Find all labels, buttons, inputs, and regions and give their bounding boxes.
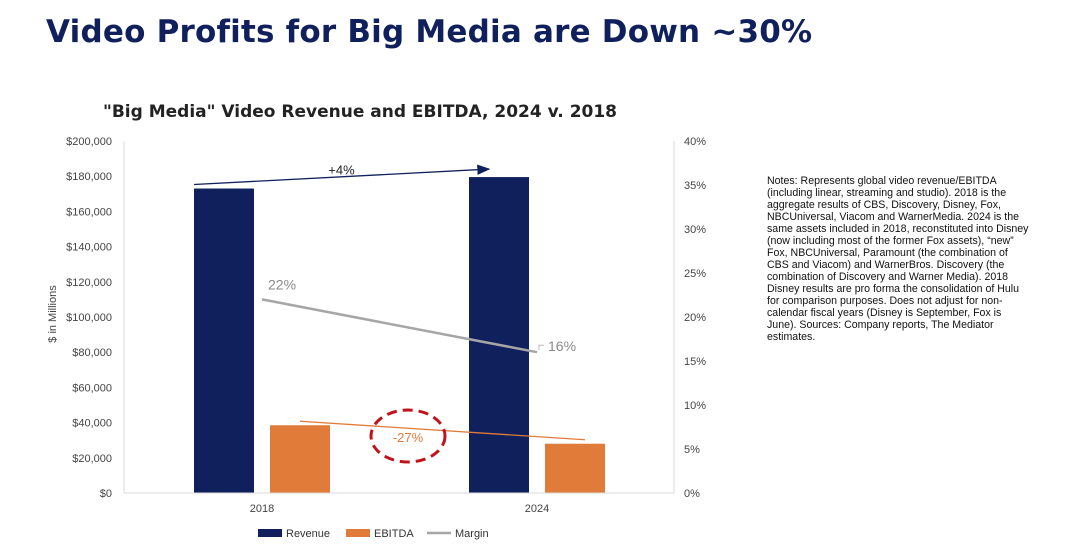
y-tick-label: $180,000 [66, 171, 112, 183]
ebitda-bar-2024 [545, 443, 605, 493]
margin-label-2018: 22% [268, 276, 296, 292]
legend-swatch-ebitda [346, 529, 370, 537]
x-tick-label: 2018 [250, 503, 274, 515]
y-tick-label: $200,000 [66, 136, 112, 148]
revenue-bar-2024 [469, 177, 529, 493]
revenue-change-arrow [193, 164, 491, 186]
ebitda-change-label: -27% [393, 430, 424, 445]
y2-tick-label: 15% [684, 356, 706, 368]
y-tick-label: $120,000 [66, 277, 112, 289]
legend: Revenue EBITDA Margin [258, 528, 489, 540]
notes-text: Notes: Represents global video revenue/E… [767, 175, 1029, 343]
y2-tick-label: 20% [684, 312, 706, 324]
y-tick-label: $20,000 [72, 453, 112, 465]
margin-line-group: 22% 16% [261, 276, 576, 354]
highlight-circle [369, 408, 447, 464]
left-axis: $0 $20,000 $40,000 $60,000 $80,000 $100,000 $1… [66, 136, 125, 500]
y-tick-label: $100,000 [66, 312, 112, 324]
y-axis-label: $ in Millions [47, 285, 59, 343]
y-tick-label: $40,000 [72, 418, 112, 430]
y-tick-label: $80,000 [72, 347, 112, 359]
x-tick-label: 2024 [525, 503, 549, 515]
annotations: +4% -27% [193, 163, 586, 464]
y2-tick-label: 40% [684, 136, 706, 148]
y-tick-label: $0 [100, 488, 112, 500]
y2-tick-label: 0% [684, 488, 700, 500]
bars [124, 177, 674, 494]
x-axis: 2018 2024 [250, 503, 549, 515]
y2-tick-label: 5% [684, 444, 700, 456]
revenue-bar-2018 [194, 188, 254, 493]
margin-label-leader [538, 344, 544, 351]
y2-tick-label: 30% [684, 224, 706, 236]
slide-title: Video Profits for Big Media are Down ~30… [46, 14, 813, 50]
legend-label-margin: Margin [455, 528, 489, 540]
margin-label-2024: 16% [548, 338, 576, 354]
y2-tick-label: 10% [684, 400, 706, 412]
margin-line [261, 298, 538, 354]
legend-swatch-revenue [258, 529, 282, 537]
legend-label-revenue: Revenue [286, 528, 330, 540]
ebitda-bar-2018 [270, 425, 330, 493]
chart-title: "Big Media" Video Revenue and EBITDA, 20… [102, 102, 618, 122]
y-tick-label: $160,000 [66, 206, 112, 218]
y2-tick-label: 25% [684, 268, 706, 280]
ebitda-change-line [299, 420, 586, 441]
right-axis: 0% 5% 10% 15% 20% 25% 30% 35% 40% [673, 136, 706, 500]
legend-label-ebitda: EBITDA [374, 528, 414, 540]
y2-tick-label: 35% [684, 180, 706, 192]
y-tick-label: $60,000 [72, 382, 112, 394]
revenue-change-label: +4% [328, 163, 355, 178]
y-tick-label: $140,000 [66, 242, 112, 254]
